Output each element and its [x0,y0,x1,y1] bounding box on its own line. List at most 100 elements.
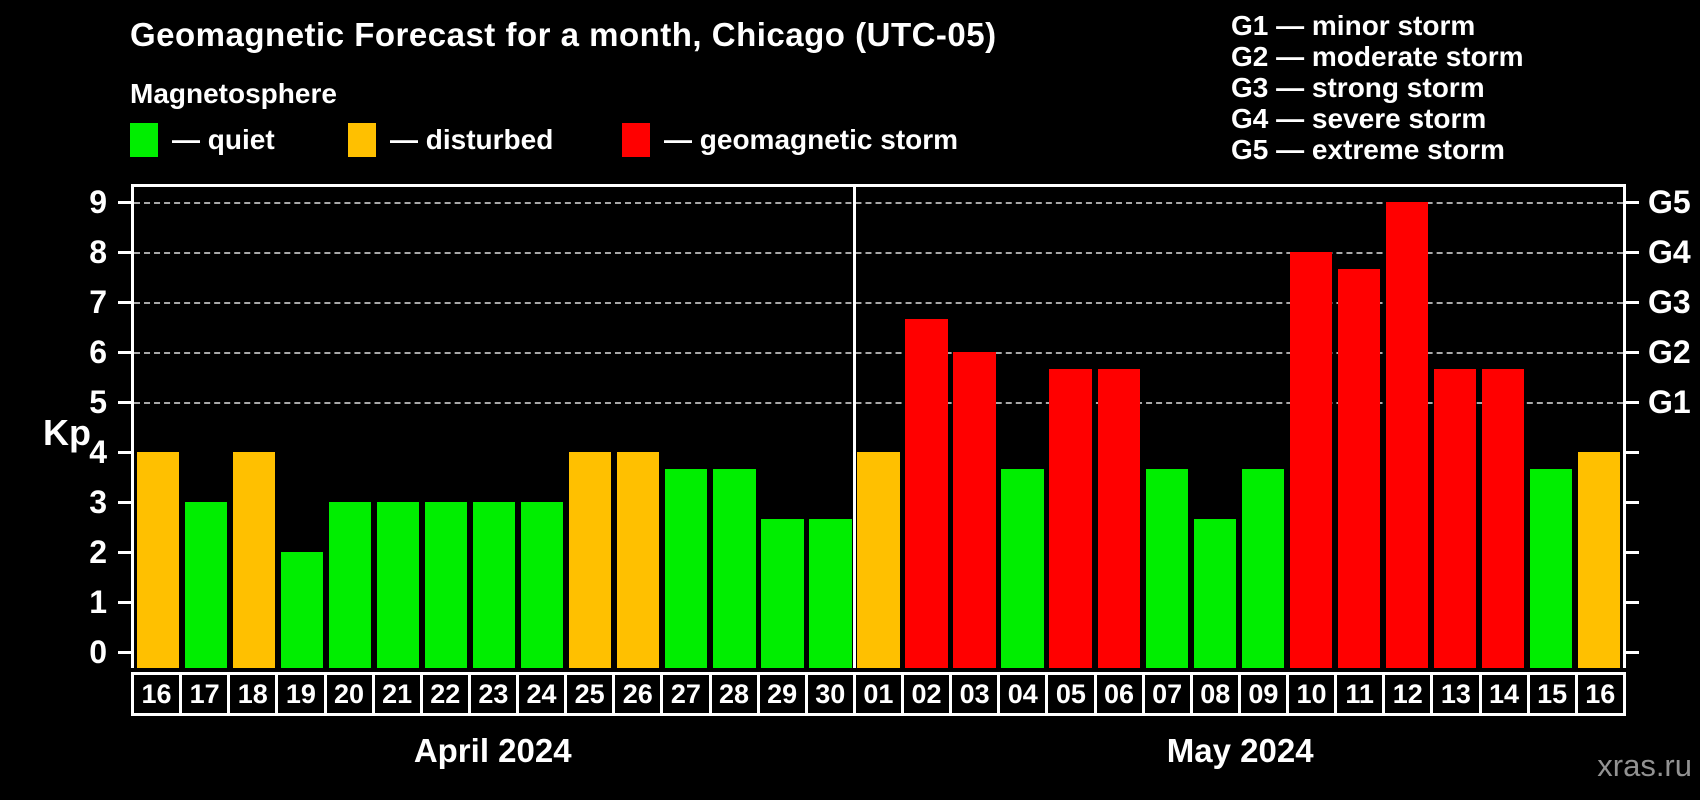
bar-slot [134,187,182,668]
day-label: 17 [179,675,227,713]
bar-slot [662,187,710,668]
kp-bar-day-22 [425,502,468,668]
bar-slot [1431,187,1479,668]
y-tick [118,651,131,654]
storm-scale-g1: G1 — minor storm [1231,10,1476,41]
y-tick-label-4: 4 [89,434,107,470]
g-scale-label-g2: G2 [1648,334,1691,370]
kp-bar-day-09 [1241,468,1284,668]
chart-title: Geomagnetic Forecast for a month, Chicag… [130,16,997,53]
g-tick [1626,501,1639,504]
bar-slot [1287,187,1335,668]
kp-bar-day-20 [329,502,372,668]
gridline-kp-5 [134,402,1623,404]
kp-bar-day-16 [1577,452,1621,668]
kp-bar-day-29 [761,518,804,668]
g-scale-label-g5: G5 [1648,184,1691,220]
legend-item-quiet: — quiet [130,122,275,158]
day-label: 23 [467,675,516,713]
disturbed-color-swatch [348,123,376,157]
kp-bar-day-14 [1481,368,1525,668]
gridlines [134,187,1623,668]
magnetosphere-label: Magnetosphere [130,78,337,109]
storm-scale-legend: G1 — minor storm G2 — moderate storm G3 … [1231,10,1524,165]
bar-slot [903,187,951,668]
legend-item-storm: — geomagnetic storm [622,122,958,158]
kp-bar-day-03 [953,352,996,668]
day-label: 30 [804,675,853,713]
y-axis-right: G1 G2 G3 G4 G5 [1626,184,1700,668]
y-tick [118,601,131,604]
g-tick [1626,551,1639,554]
kp-bar-day-24 [521,502,564,668]
bar-slot [518,187,566,668]
kp-bar-day-08 [1193,518,1236,668]
day-label: 13 [1430,675,1478,713]
y-axis-title: Kp [43,412,91,453]
gridline-kp-6 [134,352,1623,354]
kp-bar-day-11 [1337,268,1380,668]
day-label: 22 [419,675,468,713]
y-tick-label-2: 2 [89,534,107,570]
storm-scale-g3: G3 — strong storm [1231,72,1485,103]
day-label: 28 [708,675,757,713]
bar-slot [806,187,854,668]
kp-bar-day-12 [1385,202,1428,668]
day-label-row: 16 17 18 19 20 21 22 23 24 25 26 27 28 29 30 01 02 03 04 05… [131,672,1626,716]
y-tick [118,551,131,554]
y-tick [118,201,131,204]
day-label: 02 [901,675,949,713]
kp-bar-day-19 [280,552,324,668]
g-scale-label-g3: G3 [1648,284,1691,320]
kp-bar-day-18 [232,452,276,668]
g-scale-label-g4: G4 [1648,234,1691,270]
day-label: 06 [1093,675,1142,713]
day-label: 03 [949,675,997,713]
y-tick [118,501,131,504]
g-tick [1626,451,1639,454]
legend-storm-label: — geomagnetic storm [664,124,959,155]
y-tick [118,251,131,254]
month-label: April 2024 [413,732,572,769]
g-tick [1626,351,1639,354]
day-label: 25 [564,675,612,713]
day-label: 19 [275,675,323,713]
bar-slot [326,187,374,668]
y-tick [118,301,131,304]
bar-slot [1383,187,1431,668]
day-label: 20 [323,675,372,713]
gridline-kp-9 [134,202,1623,204]
g-scale-label-g1: G1 [1648,384,1691,420]
y-axis-left: 0 1 2 3 4 5 6 7 8 9 [0,184,131,668]
day-label: 26 [612,675,660,713]
bar-slot [182,187,230,668]
bar-slot [278,187,326,668]
day-label: 16 [1574,675,1623,713]
day-label: 18 [227,675,275,713]
kp-bar-day-25 [569,452,612,668]
day-label: 16 [141,678,172,709]
y-tick-label-5: 5 [89,384,107,420]
bar-slot [422,187,470,668]
g-tick [1626,601,1639,604]
bar-slot [1191,187,1239,668]
g-tick [1626,201,1639,204]
kp-bar-day-17 [184,502,228,668]
bar-slot [854,187,902,668]
y-tick-label-8: 8 [89,234,107,270]
kp-bar-day-05 [1049,368,1092,668]
month-label: May 2024 [1166,732,1314,769]
kp-bar-day-28 [713,468,756,668]
storm-scale-g2: G2 — moderate storm [1231,41,1524,72]
kp-bar-day-02 [905,318,948,668]
plot-area [131,184,1626,668]
month-separator-line [853,187,857,668]
day-label: 15 [1526,675,1575,713]
y-tick-label-6: 6 [89,334,107,370]
kp-bar-day-26 [617,452,660,668]
month-label-row: April 2024 May 2024 [131,728,1626,774]
bar-slot [566,187,614,668]
kp-bar-day-27 [665,468,708,668]
quiet-color-swatch [130,123,158,157]
